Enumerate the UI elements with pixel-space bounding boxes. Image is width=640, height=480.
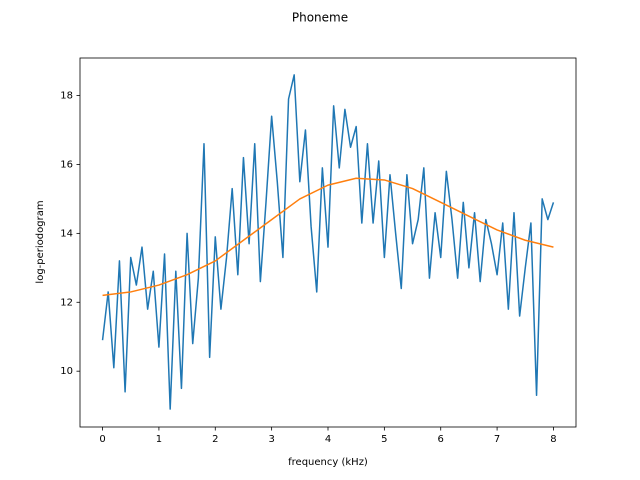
x-tick-label: 4: [325, 434, 331, 445]
y-tick-label: 10: [60, 366, 73, 377]
x-tick-label: 5: [381, 434, 387, 445]
x-tick-label: 2: [212, 434, 218, 445]
x-axis-label: frequency (kHz): [288, 457, 368, 468]
x-tick-label: 0: [99, 434, 105, 445]
plot-frame: [79, 57, 577, 428]
y-tick-label: 18: [60, 91, 73, 102]
data-line: [101, 74, 555, 410]
y-axis-label: log-periodogram: [35, 200, 46, 283]
y-tick-label: 16: [60, 159, 73, 170]
x-tick-label: 1: [156, 434, 162, 445]
y-tick-label: 12: [60, 297, 73, 308]
x-tick-label: 6: [438, 434, 444, 445]
x-tick-label: 7: [494, 434, 500, 445]
chart-title: Phoneme: [292, 11, 348, 25]
x-tick-label: 8: [550, 434, 556, 445]
x-tick-label: 3: [268, 434, 274, 445]
data-line: [102, 177, 554, 297]
y-tick-label: 14: [60, 228, 73, 239]
